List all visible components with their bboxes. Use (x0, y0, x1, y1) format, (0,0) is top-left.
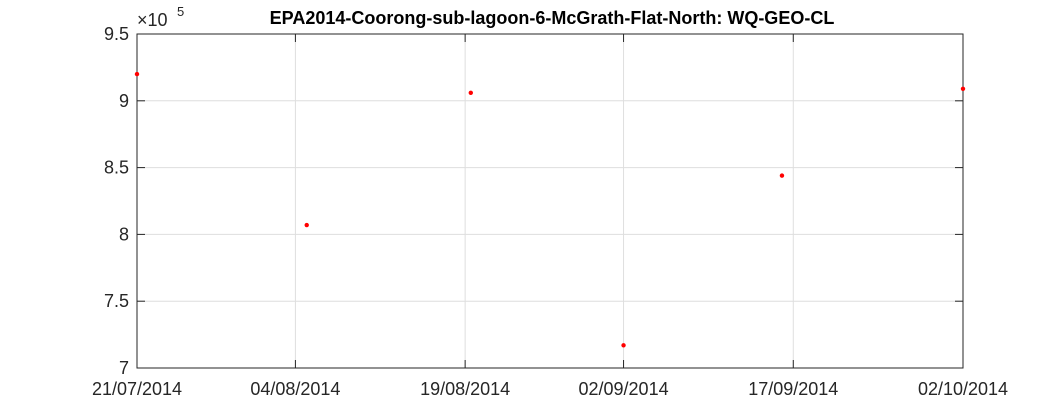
y-exponent-power: 5 (177, 4, 184, 19)
x-tick-labels: 21/07/2014 04/08/2014 19/08/2014 02/09/2014… (92, 379, 1008, 399)
y-tick-label: 8.5 (104, 158, 129, 178)
x-tick-label: 17/09/2014 (748, 379, 838, 399)
data-points (134, 71, 966, 348)
x-tick-label: 21/07/2014 (92, 379, 182, 399)
y-tick-label: 9 (119, 91, 129, 111)
data-point (304, 222, 309, 228)
chart-title: EPA2014-Coorong-sub-lagoon-6-McGrath-Fla… (270, 8, 835, 28)
ticks (136, 33, 964, 369)
data-point (134, 71, 140, 77)
x-tick-label: 02/09/2014 (579, 379, 669, 399)
x-tick-label: 19/08/2014 (420, 379, 510, 399)
axes-box (136, 33, 964, 369)
y-tick-label: 8 (119, 224, 129, 244)
x-tick-label: 02/10/2014 (918, 379, 1008, 399)
x-tick-label: 04/08/2014 (250, 379, 340, 399)
axes-background (137, 34, 963, 368)
data-point (468, 90, 473, 95)
y-tick-label: 7.5 (104, 291, 129, 311)
data-point (779, 173, 785, 178)
y-tick-label: 7 (119, 358, 129, 378)
y-exponent-base: ×10 (137, 10, 168, 30)
axes-frame (136, 33, 964, 369)
y-tick-labels: 7 7.5 8 8.5 9 9.5 (104, 24, 129, 378)
data-point (960, 86, 966, 91)
data-point (621, 343, 626, 348)
y-tick-label: 9.5 (104, 24, 129, 44)
